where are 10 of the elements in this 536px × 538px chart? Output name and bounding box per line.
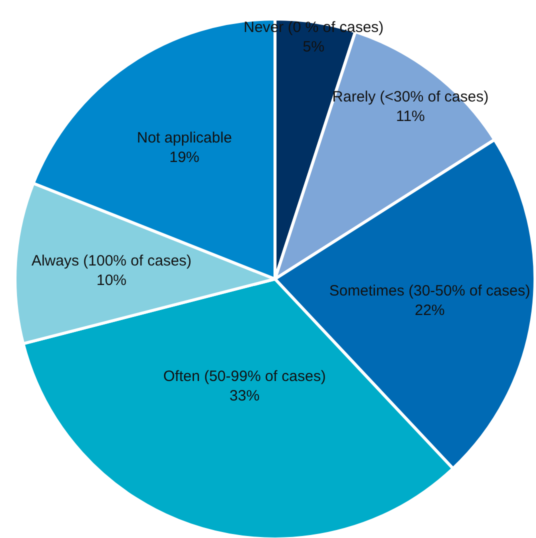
- slice-label: Always (100% of cases): [31, 252, 192, 270]
- slice-label: Sometimes (30-50% of cases): [329, 282, 530, 300]
- data-label: 22%: [414, 302, 445, 320]
- slice-label: Often (50-99% of cases): [163, 368, 326, 385]
- slice-label: Not applicable: [136, 130, 232, 147]
- data-label: 19%: [169, 149, 200, 166]
- data-label: 11%: [396, 108, 425, 125]
- data-label: 10%: [96, 272, 127, 290]
- data-label: 33%: [230, 387, 260, 404]
- data-label: 5%: [302, 38, 324, 56]
